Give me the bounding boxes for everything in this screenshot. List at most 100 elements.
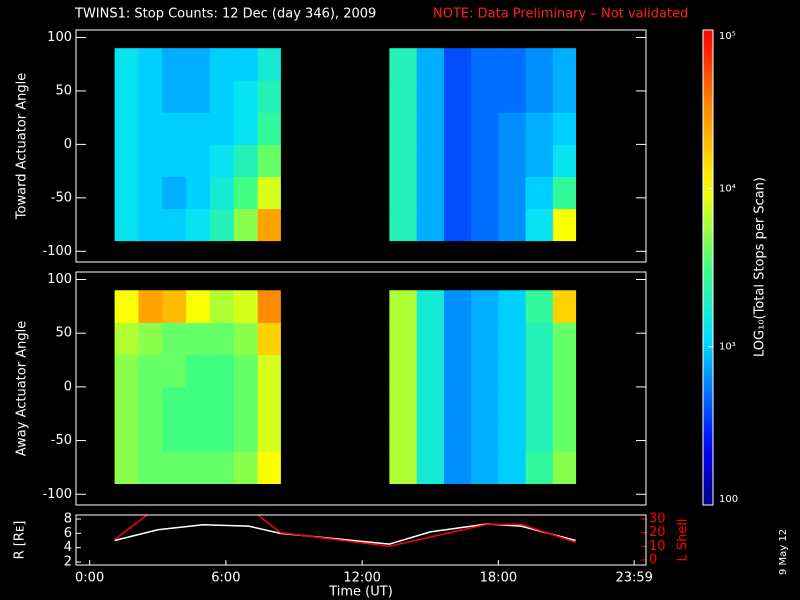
y2-tick-label: 30 [649, 511, 666, 526]
heatmap-cell [162, 322, 187, 356]
heatmap-cell [552, 80, 577, 113]
heatmap-cell [498, 176, 527, 210]
y-tick-label: 0 [64, 379, 72, 394]
heatmap-cell [389, 176, 418, 210]
heatmap-cell [162, 144, 187, 177]
heatmap-cell [525, 48, 554, 81]
heatmap-cell [525, 144, 554, 177]
y-tick-label: 0 [64, 137, 72, 152]
heatmap-cell [416, 451, 445, 485]
heatmap-cell [209, 386, 235, 420]
heatmap-cell [498, 322, 527, 356]
heatmap-cell [525, 451, 554, 485]
heatmap-cell [416, 208, 445, 242]
heatmap-cell [186, 112, 211, 145]
heatmap-cell [209, 112, 235, 145]
heatmap-cell [186, 80, 211, 113]
heatmap-cell [257, 290, 281, 323]
heatmap-cell [138, 322, 163, 356]
heatmap-cell [138, 354, 163, 388]
heatmap-cell [209, 354, 235, 388]
heatmap-cell [162, 112, 187, 145]
x-tick-label: 12:00 [343, 571, 380, 586]
heatmap-cell [114, 354, 139, 388]
y-tick-label: -50 [51, 433, 72, 448]
heatmap-cell [162, 419, 187, 452]
heatmap-cell [443, 451, 472, 485]
heatmap-cell [443, 112, 472, 145]
heatmap-cell [114, 80, 139, 113]
heatmap-cell [186, 451, 211, 485]
heatmap-cell [257, 176, 281, 210]
heatmap-cell [416, 419, 445, 452]
heatmap-cell [138, 386, 163, 420]
colorbar-label: LOG₁₀(Total Stops per Scan) [753, 177, 768, 357]
y-tick-label: -50 [51, 190, 72, 205]
heatmap-cell [416, 176, 445, 210]
heatmap-cell [525, 176, 554, 210]
x-axis-label: Time (UT) [328, 585, 393, 600]
heatmap-cell [233, 80, 259, 113]
heatmap-cell [114, 208, 139, 242]
heatmap-cell [498, 144, 527, 177]
heatmap-cell [525, 322, 554, 356]
heatmap-cell [186, 176, 211, 210]
heatmap-cell [552, 144, 577, 177]
y-tick-label: 100 [47, 30, 72, 45]
heatmap-cell [138, 419, 163, 452]
heatmap-cell [416, 322, 445, 356]
heatmap-cell [525, 112, 554, 145]
frame [75, 29, 647, 263]
heatmap-cell [162, 80, 187, 113]
heatmap-cell [162, 451, 187, 485]
y2-tick-label: 20 [649, 525, 666, 540]
y-tick-label: 4 [64, 540, 72, 555]
heatmap-cell [471, 386, 499, 420]
y-tick-label: 6 [64, 526, 72, 541]
heatmap-cell [552, 322, 577, 356]
heatmap-cell [552, 419, 577, 452]
heatmap-cell [257, 208, 281, 242]
heatmap-cell [257, 322, 281, 356]
heatmap-cell [471, 48, 499, 81]
y2-tick-label: 0 [649, 552, 657, 567]
heatmap-cell [257, 386, 281, 420]
heatmap-cell [209, 208, 235, 242]
heatmap-cell [209, 48, 235, 81]
heatmap-cell [389, 48, 418, 81]
heatmap-cell [498, 112, 527, 145]
heatmap-cell [416, 354, 445, 388]
x-tick-label: 23:59 [615, 571, 652, 586]
heatmap-cell [114, 322, 139, 356]
heatmap-cell [471, 322, 499, 356]
heatmap-cell [162, 176, 187, 210]
heatmap-cell [114, 451, 139, 485]
heatmap-cell [498, 290, 527, 323]
heatmap-cell [443, 354, 472, 388]
heatmap-cell [257, 354, 281, 388]
note: NOTE: Data Preliminary – Not validated [433, 7, 688, 22]
heatmap-cell [138, 144, 163, 177]
heatmap-cell [114, 176, 139, 210]
heatmap-cell [257, 451, 281, 485]
heatmap-cell [257, 112, 281, 145]
heatmap-cell [525, 208, 554, 242]
heatmap-cell [525, 80, 554, 113]
heatmap-cell [552, 176, 577, 210]
heatmap-cell [257, 48, 281, 81]
frame [75, 514, 647, 566]
heatmap-cell [186, 144, 211, 177]
heatmap-cell [471, 290, 499, 323]
colorbar-tick-label: 10⁵ [719, 31, 736, 42]
y-tick-label: 2 [64, 554, 72, 569]
heatmap-cell [114, 48, 139, 81]
heatmap-cell [416, 290, 445, 323]
heatmap-cell [162, 354, 187, 388]
heatmap-cell [186, 354, 211, 388]
y2-tick-label: 10 [649, 539, 666, 554]
heatmap-cell [233, 386, 259, 420]
heatmap-cell [162, 386, 187, 420]
heatmap-cell [162, 208, 187, 242]
heatmap-cell [233, 208, 259, 242]
x-tick-label: 6:00 [211, 571, 240, 586]
